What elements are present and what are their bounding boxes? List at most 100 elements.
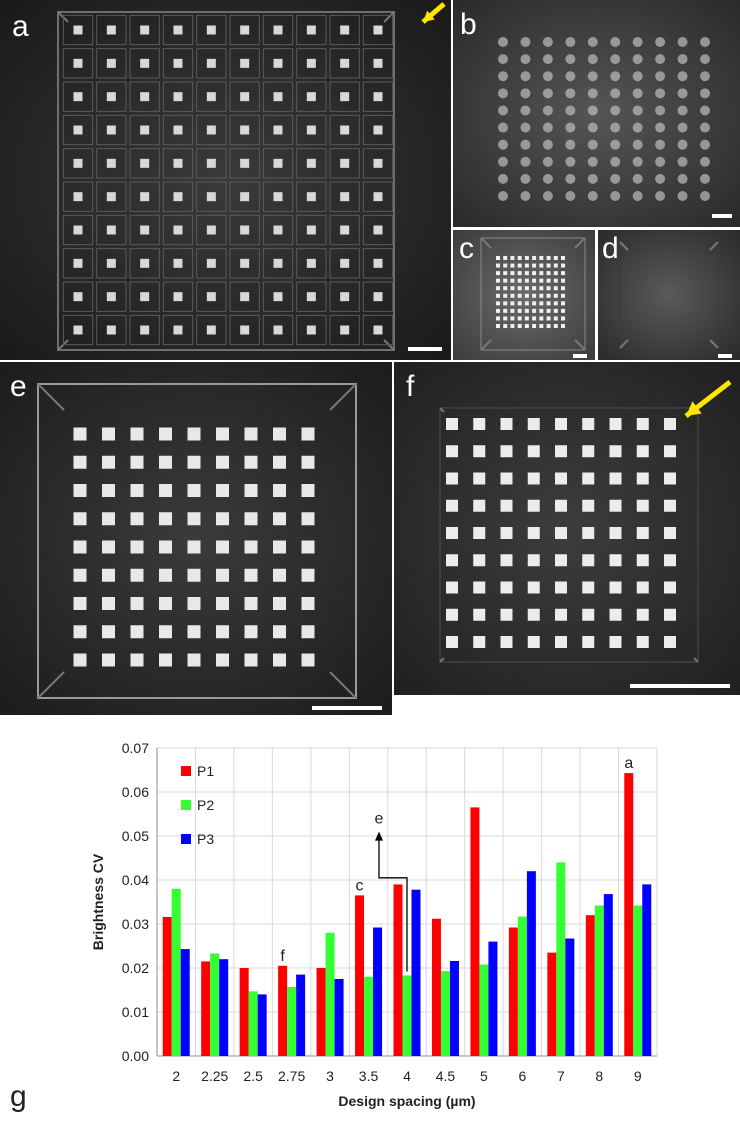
- grid-dot: [700, 191, 710, 201]
- grid-dot: [187, 625, 201, 639]
- grid-dot: [106, 225, 116, 235]
- cell-outline: [296, 314, 327, 346]
- annotation-label: f: [280, 948, 285, 965]
- panel-c-image: c: [453, 230, 595, 360]
- cell-outline: [62, 214, 94, 246]
- bar-p1: [393, 884, 403, 1056]
- grid-dot: [102, 568, 115, 582]
- grid-dot: [73, 92, 83, 102]
- grid-dot: [700, 88, 710, 99]
- grid-dot: [340, 92, 350, 102]
- grid-dot: [553, 271, 558, 276]
- grid-dot: [473, 608, 486, 621]
- grid-dot: [610, 122, 621, 133]
- grid-dot: [496, 263, 500, 268]
- grid-dot: [306, 25, 316, 35]
- grid-dot: [664, 608, 676, 621]
- panel-d-image: d: [598, 230, 740, 360]
- grid-dot: [273, 427, 286, 441]
- grid-dot: [216, 653, 229, 667]
- bar-p3: [219, 959, 229, 1056]
- grid-dot: [473, 418, 486, 430]
- bar-p3: [296, 974, 306, 1056]
- grid-dot: [446, 527, 458, 539]
- grid-dot: [553, 263, 558, 268]
- grid-dot: [340, 292, 350, 302]
- grid-dot: [555, 472, 567, 485]
- grid-dot: [609, 636, 622, 648]
- bar-p1: [624, 773, 634, 1056]
- grid-dot: [503, 293, 508, 298]
- well-edge: [329, 671, 357, 699]
- grid-dot: [539, 256, 544, 260]
- grid-dot: [532, 301, 537, 306]
- grid-dot: [301, 653, 315, 667]
- annotation-arrow-line: [378, 839, 408, 972]
- grid-dot: [496, 278, 500, 283]
- grid-dot: [587, 105, 598, 116]
- grid-dot: [173, 325, 183, 335]
- grid-dot: [546, 278, 551, 283]
- grid-dot: [187, 653, 201, 667]
- grid-dot: [273, 484, 286, 497]
- grid-dot: [273, 158, 283, 168]
- grid-dot: [542, 122, 553, 133]
- y-tick-label: 0.02: [122, 960, 149, 976]
- grid-dot: [306, 125, 316, 135]
- grid-dot: [636, 636, 649, 648]
- grid-dot: [159, 597, 172, 610]
- grid-dot: [301, 455, 315, 469]
- grid-dot: [240, 25, 250, 35]
- grid-dot: [446, 445, 458, 458]
- grid-dot: [473, 472, 486, 485]
- grid-dot: [187, 455, 201, 469]
- legend-label: P2: [197, 797, 214, 813]
- grid-dot: [206, 125, 216, 135]
- grid-dot: [273, 512, 286, 526]
- cell-outline: [262, 281, 294, 312]
- grid-dot: [587, 191, 598, 201]
- cell-outline: [62, 248, 94, 279]
- grid-dot: [561, 308, 565, 313]
- cell-outline: [196, 48, 227, 79]
- grid-dot: [700, 122, 710, 133]
- grid-dot: [306, 292, 316, 302]
- grid-dot: [546, 293, 551, 298]
- grid-dot: [503, 256, 508, 260]
- grid-dot: [173, 58, 183, 68]
- grid-dot: [524, 293, 529, 298]
- legend-swatch: [181, 834, 191, 844]
- grid-dot: [102, 597, 115, 610]
- grid-dot: [636, 472, 649, 485]
- grid-dot: [130, 512, 144, 526]
- grid-dot: [524, 278, 529, 283]
- bar-p3: [565, 938, 575, 1056]
- bar-p2: [287, 986, 297, 1056]
- grid-dot: [73, 512, 87, 526]
- grid-dot: [273, 653, 286, 667]
- cell-outline: [96, 181, 127, 212]
- cell-outline: [96, 248, 127, 279]
- grid-dot: [496, 324, 500, 328]
- bar-p1: [278, 965, 288, 1056]
- grid-dot: [524, 301, 529, 306]
- cell-outline: [296, 181, 327, 212]
- grid-dot: [273, 258, 283, 268]
- grid-dot: [446, 472, 458, 485]
- cell-outline: [129, 148, 160, 179]
- grid-dot: [206, 225, 216, 235]
- cell-outline: [96, 148, 127, 179]
- grid-dot: [677, 88, 688, 99]
- grid-dot: [565, 88, 576, 99]
- grid-dot: [610, 173, 621, 184]
- grid-dot: [340, 125, 350, 135]
- cell-outline: [196, 181, 227, 212]
- cell-outline: [296, 148, 327, 179]
- grid-dot: [473, 499, 486, 512]
- panel-a-image: a: [0, 0, 451, 360]
- well-edge: [619, 339, 629, 349]
- grid-dot: [520, 105, 531, 116]
- grid-dot: [500, 581, 513, 594]
- panel-e-image: e: [0, 362, 392, 715]
- grid-dot: [73, 158, 83, 168]
